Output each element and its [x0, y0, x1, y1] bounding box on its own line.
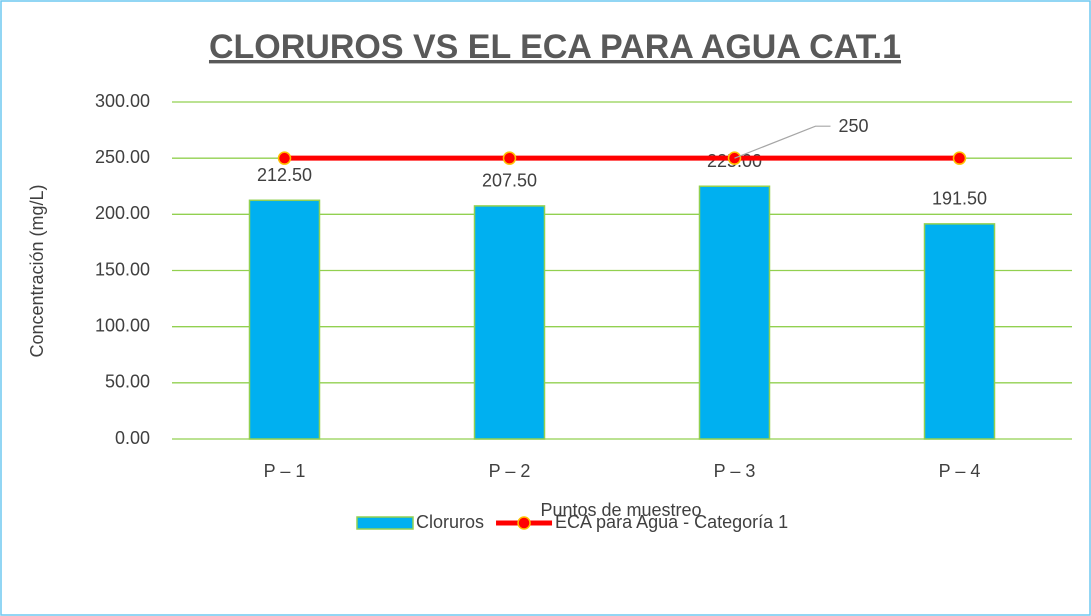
- legend-marker: [517, 516, 531, 530]
- data-label: 207.50: [482, 171, 537, 191]
- marker: [952, 151, 967, 165]
- y-tick-label: 300.00: [95, 91, 150, 111]
- y-tick-label: 200.00: [95, 203, 150, 223]
- y-tick-label: 0.00: [115, 428, 150, 448]
- legend-label: Cloruros: [416, 512, 484, 532]
- data-label: 250: [839, 116, 869, 136]
- legend-swatch: [356, 516, 414, 530]
- y-axis-title: Concentración (mg/L): [27, 184, 47, 357]
- x-tick-label: P – 1: [264, 461, 306, 481]
- data-label: 212.50: [257, 165, 312, 185]
- bar: [473, 205, 546, 440]
- chart-title: CLORUROS VS EL ECA PARA AGUA CAT.1: [209, 28, 901, 66]
- marker: [277, 151, 292, 165]
- x-tick-label: P – 3: [714, 461, 756, 481]
- marker: [502, 151, 517, 165]
- y-tick-label: 50.00: [105, 372, 150, 392]
- callout-leader: [734, 125, 831, 159]
- legend-label: ECA para Agua - Categoría 1: [555, 512, 788, 532]
- bar: [698, 185, 771, 440]
- x-axis-title: Puntos de muestreo: [540, 500, 701, 520]
- y-tick-label: 250.00: [95, 147, 150, 167]
- data-label: 191.50: [932, 189, 987, 209]
- bar: [923, 223, 996, 440]
- x-tick-label: P – 2: [489, 461, 531, 481]
- bar: [248, 199, 321, 440]
- x-tick-label: P – 4: [939, 461, 981, 481]
- y-tick-label: 150.00: [95, 259, 150, 279]
- y-tick-label: 100.00: [95, 315, 150, 335]
